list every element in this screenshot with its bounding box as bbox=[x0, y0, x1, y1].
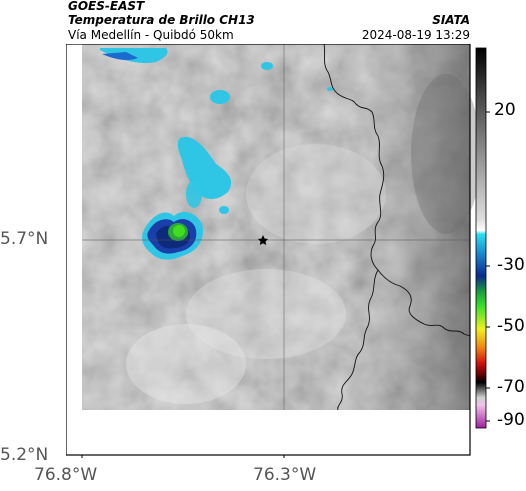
route-label: Vía Medellín - Quibdó 50km bbox=[68, 28, 234, 42]
location-star-icon bbox=[258, 235, 268, 245]
map-frame bbox=[66, 44, 471, 456]
colorbar-tick-label: -30 bbox=[497, 255, 525, 275]
colorbar-tick-label: -50 bbox=[497, 316, 525, 336]
colorbar bbox=[475, 47, 490, 429]
source-label: SIATA bbox=[432, 13, 470, 27]
x-tick-label: 76.8°W bbox=[34, 465, 98, 485]
grid-lines bbox=[82, 44, 470, 410]
satellite-title: GOES-EAST bbox=[68, 0, 145, 13]
map-image bbox=[82, 44, 481, 410]
convective-cells bbox=[100, 48, 333, 260]
satellite-map bbox=[66, 44, 490, 458]
x-tick-label: 76.3°W bbox=[253, 465, 317, 485]
political-borders bbox=[323, 44, 471, 411]
product-title: Temperatura de Brillo CH13 bbox=[68, 13, 255, 27]
datetime-label: 2024-08-19 13:29 bbox=[361, 28, 470, 42]
colorbar-tick-label: -90 bbox=[497, 410, 525, 430]
y-tick-label: 5.7°N bbox=[0, 229, 49, 249]
colorbar-tick-label: 20 bbox=[494, 100, 516, 120]
y-tick-label: 5.2°N bbox=[0, 445, 49, 465]
colorbar-tick-label: -70 bbox=[497, 377, 525, 397]
